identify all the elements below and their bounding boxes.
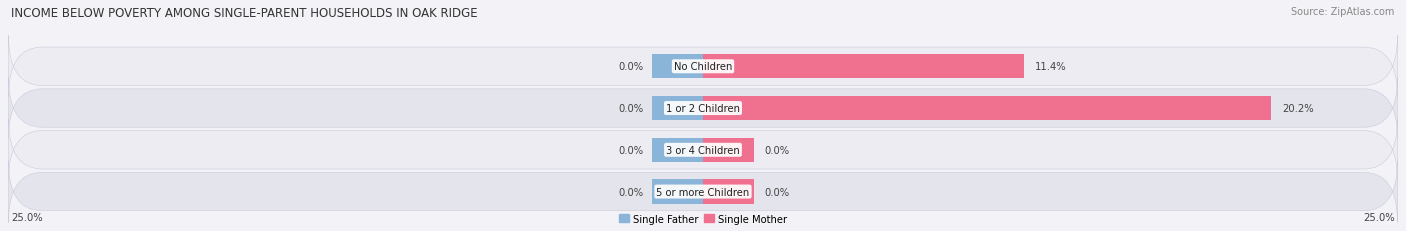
Legend: Single Father, Single Mother: Single Father, Single Mother [619, 214, 787, 224]
Text: 3 or 4 Children: 3 or 4 Children [666, 145, 740, 155]
Text: 20.2%: 20.2% [1282, 103, 1313, 114]
Text: 0.0%: 0.0% [619, 145, 644, 155]
FancyBboxPatch shape [8, 78, 1398, 139]
Text: 0.0%: 0.0% [619, 187, 644, 197]
Bar [652, 97, 703, 121]
Text: 1 or 2 Children: 1 or 2 Children [666, 103, 740, 114]
FancyBboxPatch shape [8, 36, 1398, 98]
Text: 5 or more Children: 5 or more Children [657, 187, 749, 197]
FancyBboxPatch shape [8, 119, 1398, 181]
Bar [703, 55, 1024, 79]
Text: INCOME BELOW POVERTY AMONG SINGLE-PARENT HOUSEHOLDS IN OAK RIDGE: INCOME BELOW POVERTY AMONG SINGLE-PARENT… [11, 7, 478, 20]
Text: Source: ZipAtlas.com: Source: ZipAtlas.com [1291, 7, 1395, 17]
Text: 25.0%: 25.0% [11, 212, 42, 222]
Bar [703, 97, 1271, 121]
Text: 0.0%: 0.0% [619, 62, 644, 72]
Text: 11.4%: 11.4% [1035, 62, 1066, 72]
Text: 25.0%: 25.0% [1364, 212, 1395, 222]
Text: 0.0%: 0.0% [765, 145, 790, 155]
Text: 0.0%: 0.0% [619, 103, 644, 114]
Text: No Children: No Children [673, 62, 733, 72]
Bar [703, 180, 754, 204]
FancyBboxPatch shape [8, 161, 1398, 222]
Bar [652, 138, 703, 162]
Bar [652, 180, 703, 204]
Text: 0.0%: 0.0% [765, 187, 790, 197]
Bar [703, 138, 754, 162]
Bar [652, 55, 703, 79]
